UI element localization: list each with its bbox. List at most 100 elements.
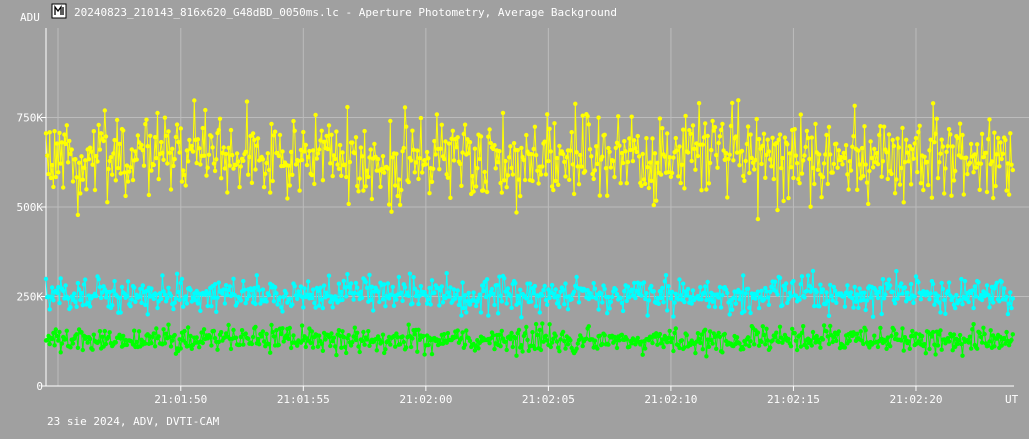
data-point: [787, 290, 792, 295]
data-point: [551, 336, 556, 341]
data-point: [47, 307, 52, 312]
data-point: [355, 285, 360, 290]
data-point: [765, 295, 770, 300]
data-point: [189, 346, 194, 351]
series-layer: [43, 98, 1015, 359]
data-point: [312, 300, 317, 306]
data-point: [556, 293, 561, 299]
data-point: [850, 144, 855, 149]
data-point: [234, 300, 240, 306]
data-point: [319, 297, 324, 302]
data-point: [900, 125, 905, 131]
data-point: [576, 300, 582, 305]
data-point: [1005, 161, 1011, 166]
data-point: [317, 333, 322, 338]
data-point: [291, 333, 296, 338]
data-point: [677, 277, 682, 282]
data-point: [861, 173, 866, 179]
data-point: [984, 283, 990, 288]
data-point: [334, 352, 339, 358]
data-point: [1010, 296, 1015, 301]
data-point: [853, 299, 859, 304]
data-point: [172, 300, 177, 305]
data-point: [913, 331, 919, 336]
data-point: [513, 335, 518, 341]
data-point: [347, 159, 353, 165]
data-point: [426, 342, 431, 348]
data-point: [285, 196, 290, 201]
data-point: [254, 143, 259, 148]
data-point: [888, 344, 893, 349]
data-point: [825, 181, 830, 187]
data-point: [244, 99, 250, 104]
data-point: [149, 286, 154, 291]
data-point: [818, 345, 823, 350]
data-point: [499, 299, 504, 304]
data-point: [935, 293, 941, 298]
data-point: [284, 333, 289, 338]
data-point: [173, 134, 179, 140]
data-point: [727, 152, 732, 157]
data-point: [83, 158, 88, 163]
data-point: [704, 187, 709, 192]
data-point: [122, 170, 127, 175]
data-point: [927, 297, 932, 302]
data-point: [1006, 192, 1012, 197]
data-point: [946, 127, 952, 132]
data-point: [617, 143, 622, 148]
data-point: [92, 187, 98, 193]
data-point: [91, 332, 97, 337]
data-point: [257, 342, 262, 347]
data-point: [127, 169, 132, 174]
data-point: [634, 149, 639, 155]
data-point: [968, 141, 974, 147]
data-point: [491, 146, 496, 152]
data-point: [185, 325, 191, 330]
data-point: [379, 166, 384, 172]
data-point: [655, 295, 660, 301]
data-point: [623, 149, 628, 154]
data-point: [357, 176, 362, 181]
data-point: [250, 131, 256, 136]
data-point: [651, 202, 656, 208]
data-point: [671, 155, 676, 160]
data-point: [535, 168, 540, 173]
data-point: [518, 287, 523, 292]
data-point: [168, 344, 174, 349]
data-point: [177, 297, 182, 302]
data-point: [255, 284, 261, 289]
data-point: [481, 288, 486, 294]
data-point: [395, 193, 400, 199]
data-point: [730, 307, 735, 312]
data-point: [301, 338, 306, 343]
data-point: [682, 299, 687, 305]
data-point: [222, 166, 228, 171]
data-point: [711, 128, 716, 133]
y-tick-label: 250K: [17, 291, 44, 304]
data-point: [366, 174, 371, 180]
data-point: [459, 335, 464, 341]
data-point: [537, 327, 542, 333]
data-point: [460, 330, 465, 335]
data-point: [667, 328, 672, 334]
data-point: [671, 348, 676, 354]
data-point: [908, 281, 914, 287]
data-point: [693, 167, 698, 172]
data-point: [399, 187, 404, 193]
data-point: [782, 287, 788, 292]
data-point: [556, 345, 561, 350]
data-point: [216, 127, 221, 133]
data-point: [774, 330, 779, 335]
data-point: [911, 300, 916, 305]
data-point: [277, 295, 283, 300]
data-point: [932, 140, 937, 145]
data-point: [716, 295, 721, 300]
data-point: [596, 307, 601, 312]
data-point: [264, 160, 269, 166]
data-point: [310, 148, 316, 153]
data-point: [476, 296, 481, 301]
data-point: [574, 274, 579, 280]
data-point: [195, 137, 201, 142]
data-point: [681, 281, 686, 286]
data-point: [890, 289, 895, 294]
